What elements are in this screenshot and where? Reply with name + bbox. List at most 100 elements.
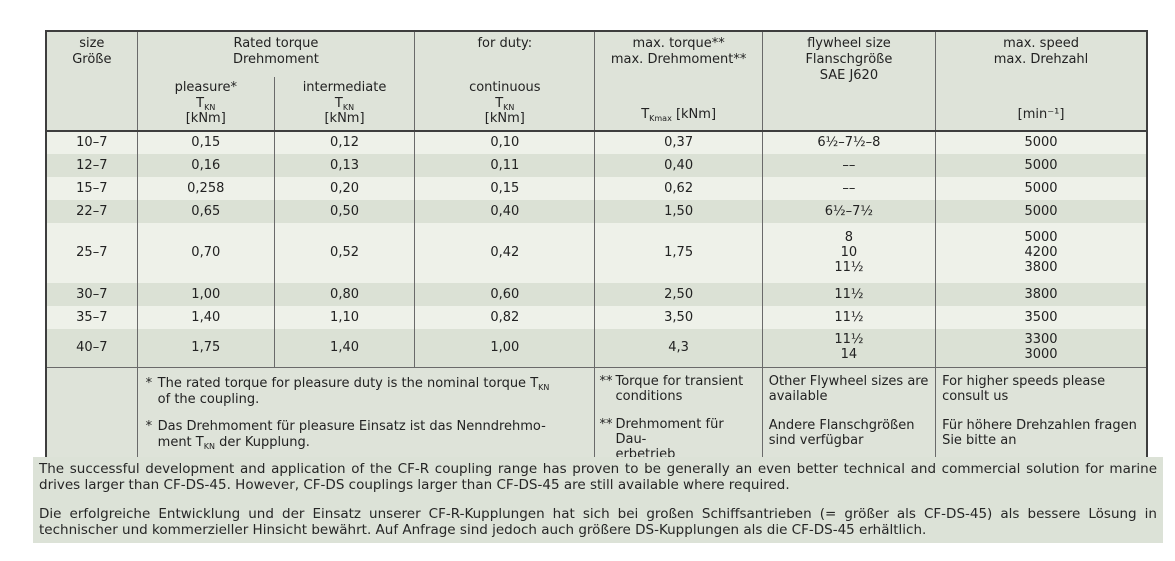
- cell-max-speed: 5000: [935, 130, 1147, 154]
- table-row: 22–7 0,65 0,50 0,40 1,50 6½–7½ 5000: [45, 200, 1147, 223]
- cell-continuous: 0,82: [414, 306, 595, 329]
- cell-intermediate: 0,20: [273, 177, 415, 200]
- header-intermediate-symbol: TKN: [334, 96, 355, 112]
- cell-pleasure: 0,70: [136, 223, 275, 283]
- table-row: 40–7 1,75 1,40 1,00 4,3 11½ 14 3300 3000: [45, 329, 1147, 367]
- header-flywheel-column: flywheel size Flanschgröße SAE J620: [761, 31, 936, 131]
- cell-flywheel: 6½–7½: [761, 200, 936, 223]
- footnote-rated-de: * Das Drehmoment für pleasure Einsatz is…: [145, 418, 546, 451]
- cell-max-speed: 3300 3000: [935, 329, 1147, 367]
- cell-max-speed: 5000: [935, 154, 1147, 177]
- header-rated-de: Drehmoment: [232, 52, 319, 67]
- header-for-duty: for duty:: [414, 31, 595, 77]
- header-intermediate-label: intermediate: [302, 80, 387, 95]
- cell-pleasure: 0,15: [136, 130, 275, 154]
- table-row: 35–7 1,40 1,10 0,82 3,50 11½ 3500: [45, 306, 1147, 329]
- cell-continuous: 0,42: [414, 223, 595, 283]
- header-continuous: continuous TKN [kNm]: [414, 77, 595, 131]
- coupling-spec-table: size Größe Rated torque Drehmoment for d…: [45, 30, 1148, 481]
- footnote-max-torque-de: ** Drehmoment für Dau-erbetrieb: [599, 416, 724, 462]
- cell-flywheel: 6½–7½–8: [761, 130, 936, 154]
- footnote-max-torque-en: ** Torque for transient conditions: [599, 373, 744, 404]
- spec-table-body: 10–7 0,15 0,12 0,10 0,37 6½–7½–8 5000 12–7 0,16 0…: [45, 130, 1147, 367]
- header-max-speed-unit: [min⁻¹]: [1017, 107, 1065, 122]
- cell-continuous: 0,10: [414, 130, 595, 154]
- header-row-2: pleasure* TKN [kNm] intermediate TKN [kN…: [46, 77, 1147, 131]
- cell-intermediate: 0,50: [273, 200, 415, 223]
- cell-flywheel: 11½: [761, 283, 936, 306]
- cell-pleasure: 1,40: [136, 306, 275, 329]
- cell-intermediate: 0,52: [273, 223, 415, 283]
- table-row: 15–7 0,258 0,20 0,15 0,62 –– 5000: [45, 177, 1147, 200]
- cell-continuous: 1,00: [414, 329, 595, 367]
- cell-max-torque: 1,75: [594, 223, 763, 283]
- cell-size: 30–7: [45, 283, 138, 306]
- cell-intermediate: 0,80: [273, 283, 415, 306]
- table-row: 25–7 0,70 0,52 0,42 1,75 8 10 11½ 5000 4200 3800: [45, 223, 1147, 283]
- header-max-speed-en: max. speed: [1003, 36, 1079, 51]
- cell-max-torque: 4,3: [594, 329, 763, 367]
- table-row: 12–7 0,16 0,13 0,11 0,40 –– 5000: [45, 154, 1147, 177]
- header-max-torque-de: max. Drehmoment**: [610, 52, 747, 67]
- header-rated-torque-group: Rated torque Drehmoment: [136, 31, 415, 77]
- cell-pleasure: 1,00: [136, 283, 275, 306]
- footnote-flywheel-de: Andere Flanschgrößen sind verfügbar: [768, 417, 915, 448]
- cell-size: 25–7: [45, 223, 138, 283]
- header-row-1: size Größe Rated torque Drehmoment for d…: [45, 31, 1147, 131]
- cell-size: 35–7: [45, 306, 138, 329]
- header-size-en: size: [79, 36, 105, 51]
- cell-max-torque: 0,62: [594, 177, 763, 200]
- cell-max-torque: 0,40: [594, 154, 763, 177]
- header-intermediate-unit: [kNm]: [324, 111, 365, 126]
- footnote-flywheel-en: Other Flywheel sizes are available: [768, 373, 929, 404]
- cell-flywheel: ––: [761, 154, 936, 177]
- header-max-speed-column: max. speed max. Drehzahl [min⁻¹]: [935, 31, 1147, 131]
- header-flywheel-standard: SAE J620: [819, 68, 879, 83]
- cell-flywheel: 8 10 11½: [761, 223, 936, 283]
- table-row: 30–7 1,00 0,80 0,60 2,50 11½ 3800: [45, 283, 1147, 306]
- cell-pleasure: 0,258: [136, 177, 275, 200]
- cell-flywheel: 11½: [761, 306, 936, 329]
- cell-max-torque: 1,50: [594, 200, 763, 223]
- header-size-de: Größe: [72, 52, 112, 67]
- header-max-speed-de: max. Drehzahl: [993, 52, 1089, 67]
- header-pleasure-unit: [kNm]: [185, 111, 226, 126]
- cell-size: 15–7: [45, 177, 138, 200]
- cell-size: 10–7: [45, 130, 138, 154]
- header-continuous-label: continuous: [469, 80, 541, 95]
- cell-max-torque: 2,50: [594, 283, 763, 306]
- header-pleasure-symbol: TKN: [196, 96, 216, 112]
- cell-max-speed: 5000: [935, 177, 1147, 200]
- header-pleasure-label: pleasure*: [174, 80, 237, 95]
- cell-flywheel: 11½ 14: [761, 329, 936, 367]
- table-row: 10–7 0,15 0,12 0,10 0,37 6½–7½–8 5000: [45, 130, 1147, 154]
- cell-intermediate: 1,10: [273, 306, 415, 329]
- cell-continuous: 0,40: [414, 200, 595, 223]
- header-max-torque-symbol: TKmax [kNm]: [641, 107, 717, 123]
- cell-continuous: 0,60: [414, 283, 595, 306]
- cell-pleasure: 0,65: [136, 200, 275, 223]
- cell-size: 40–7: [45, 329, 138, 367]
- header-max-torque-column: max. torque** max. Drehmoment** TKmax [k…: [594, 31, 763, 131]
- description-en: The successful development and applicati…: [39, 461, 1157, 493]
- cell-max-speed: 5000 4200 3800: [935, 223, 1147, 283]
- cell-continuous: 0,11: [414, 154, 595, 177]
- footnote-max-speed-en: For higher speeds please consult us: [942, 373, 1106, 404]
- header-continuous-symbol: TKN: [495, 96, 515, 112]
- footnote-rated-en: * The rated torque for pleasure duty is …: [145, 375, 550, 407]
- header-intermediate: intermediate TKN [kNm]: [273, 77, 415, 131]
- header-flywheel-en: flywheel size: [807, 36, 891, 51]
- description-block: The successful development and applicati…: [33, 457, 1163, 543]
- cell-max-speed: 3500: [935, 306, 1147, 329]
- cell-continuous: 0,15: [414, 177, 595, 200]
- table-header: size Größe Rated torque Drehmoment for d…: [45, 31, 1147, 131]
- header-rated-en: Rated torque: [233, 36, 319, 51]
- header-max-torque-en: max. torque**: [632, 36, 725, 51]
- cell-max-speed: 3800: [935, 283, 1147, 306]
- cell-max-speed: 5000: [935, 200, 1147, 223]
- cell-pleasure: 0,16: [136, 154, 275, 177]
- cell-intermediate: 1,40: [273, 329, 415, 367]
- header-continuous-unit: [kNm]: [484, 111, 525, 126]
- cell-size: 12–7: [45, 154, 138, 177]
